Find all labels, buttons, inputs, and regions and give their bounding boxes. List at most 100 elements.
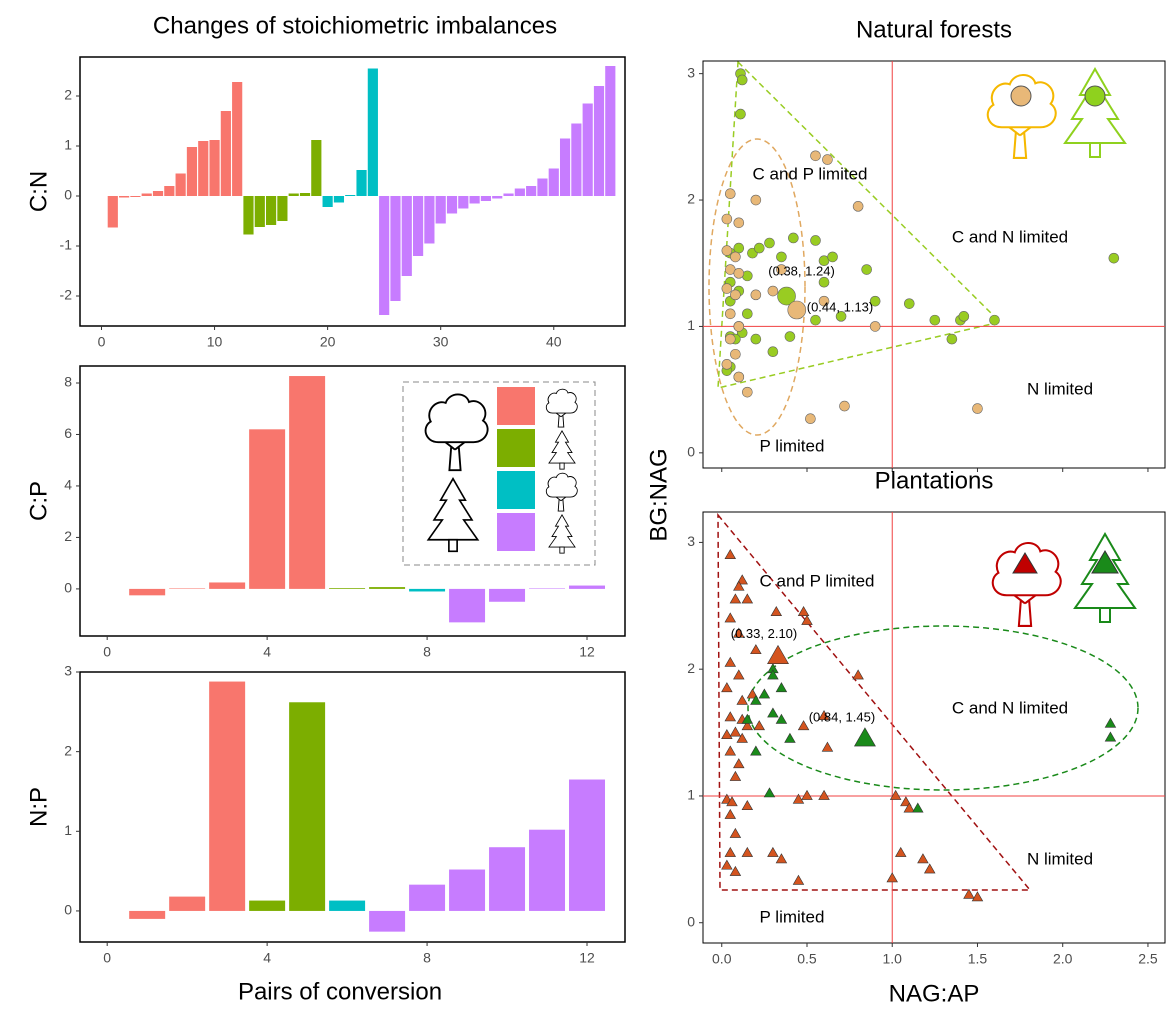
point <box>787 300 807 320</box>
point <box>861 264 872 275</box>
legend <box>402 381 596 566</box>
bar <box>379 196 390 315</box>
bar <box>458 196 469 209</box>
point <box>818 789 830 800</box>
point <box>776 264 787 275</box>
icons <box>986 67 1137 628</box>
point <box>929 314 941 326</box>
point <box>741 799 754 810</box>
chart-title: Natural forests <box>856 16 1012 43</box>
point <box>767 285 779 297</box>
bar <box>503 193 514 196</box>
point <box>971 891 984 902</box>
point <box>776 251 787 263</box>
annotation: C and N limited <box>952 227 1068 246</box>
y-tick-label: 2 <box>687 191 695 207</box>
point <box>822 154 833 165</box>
y-axis-label: C:P <box>25 481 52 521</box>
point <box>821 741 834 752</box>
bar <box>322 196 333 207</box>
bar <box>232 82 243 196</box>
bar <box>605 66 616 196</box>
point <box>792 874 805 885</box>
point <box>758 688 771 699</box>
point <box>767 707 779 718</box>
point <box>721 283 733 294</box>
point <box>721 859 733 870</box>
bar <box>299 193 311 196</box>
point <box>1104 731 1117 742</box>
point <box>724 188 736 200</box>
point-label: (0.84, 1.45) <box>809 709 876 724</box>
bar <box>209 582 246 589</box>
point <box>764 237 775 249</box>
point <box>733 217 745 229</box>
bar <box>186 147 198 196</box>
point <box>767 846 779 857</box>
bar <box>266 196 277 225</box>
y-tick-label: 0 <box>64 580 72 596</box>
bar <box>369 587 406 589</box>
point <box>972 403 983 414</box>
point <box>750 333 762 345</box>
point <box>989 314 1000 326</box>
y-tick-label: 2 <box>687 660 695 676</box>
bar <box>424 196 435 244</box>
y-tick-label: 1 <box>64 822 72 838</box>
point <box>763 787 776 798</box>
point <box>742 308 753 320</box>
x-tick-label: 20 <box>320 334 336 350</box>
bar <box>559 138 571 196</box>
point <box>869 295 881 307</box>
point <box>797 720 810 731</box>
bar <box>249 900 286 911</box>
y-tick-label: 8 <box>64 374 72 390</box>
y-tick-label: 3 <box>64 663 72 679</box>
point <box>912 802 924 813</box>
plot-frame <box>702 511 1166 944</box>
point <box>1104 717 1117 728</box>
point <box>733 758 745 769</box>
y-tick-label: 6 <box>64 425 72 441</box>
point <box>733 268 745 279</box>
bar <box>529 588 566 589</box>
point <box>721 213 733 225</box>
x-tick-label: 0 <box>103 644 111 660</box>
plot-frame <box>79 671 626 943</box>
bar <box>593 86 605 196</box>
point <box>753 720 766 731</box>
point <box>869 321 881 332</box>
point <box>958 311 970 322</box>
y-tick-label: 3 <box>687 533 695 549</box>
bar <box>514 188 525 196</box>
chart-title: Plantations <box>875 467 994 494</box>
bar <box>489 588 526 602</box>
point <box>818 709 830 720</box>
point <box>886 872 898 883</box>
point <box>889 789 902 800</box>
y-tick-label: 0 <box>687 913 695 929</box>
point <box>801 789 813 800</box>
bar <box>569 585 606 589</box>
bar <box>526 186 537 196</box>
point <box>900 796 912 807</box>
annotation: C and N limited <box>952 698 1068 717</box>
point <box>729 827 742 838</box>
bar <box>243 196 254 235</box>
point <box>724 308 736 320</box>
x-tick-label: 0.5 <box>797 951 817 967</box>
x-tick-label: 0 <box>103 950 111 966</box>
bar <box>489 847 526 911</box>
point <box>946 333 958 345</box>
point <box>903 298 915 309</box>
bar <box>345 195 356 196</box>
point <box>741 846 754 857</box>
point <box>721 245 733 256</box>
bar <box>119 196 130 198</box>
x-tick-label: 40 <box>546 334 562 350</box>
point <box>724 711 737 722</box>
bar <box>288 193 299 196</box>
bar <box>435 196 446 224</box>
bar <box>175 173 186 196</box>
bar <box>369 910 406 932</box>
